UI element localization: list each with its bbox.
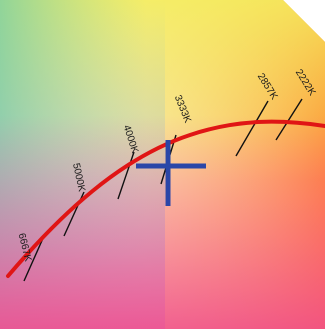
isotherm-line: [275, 98, 303, 141]
isotherm-line: [235, 100, 269, 157]
planckian-locus: [6, 119, 325, 278]
target-crosshair[interactable]: [136, 140, 206, 206]
isotherm-line: [117, 151, 135, 200]
isotherm-line: [23, 235, 45, 282]
